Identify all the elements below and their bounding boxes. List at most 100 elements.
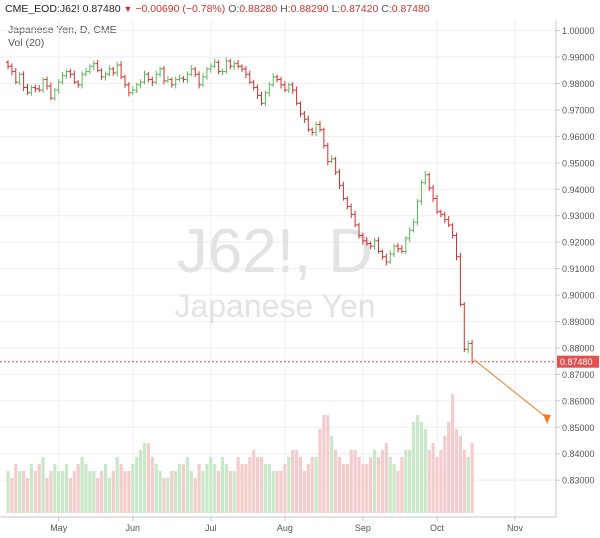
price-tick-label: 0.85000: [562, 423, 595, 433]
volume-bar: [80, 457, 84, 513]
volume-title: Vol (20): [8, 37, 45, 49]
volume-bar: [267, 464, 271, 513]
price-tick-label: 0.94000: [562, 185, 595, 195]
volume-bar: [353, 450, 357, 513]
volume-bar: [166, 478, 170, 513]
volume-bar: [49, 471, 53, 513]
volume-bar: [178, 464, 182, 513]
volume-bar: [244, 464, 248, 513]
volume-bar: [96, 478, 100, 513]
volume-bar: [228, 471, 232, 513]
volume-bar: [291, 450, 295, 513]
time-tick-label: Jul: [205, 523, 217, 533]
volume-bar: [431, 443, 435, 513]
volume-bar: [111, 471, 115, 513]
volume-bar: [330, 436, 334, 513]
volume-bar: [53, 464, 57, 513]
volume-bar: [287, 457, 291, 513]
volume-bar: [263, 464, 267, 513]
price-axis[interactable]: 1.00000 0.99000 0.98000 0.97000 0.96000 0.950…: [556, 26, 595, 486]
volume-bar: [458, 436, 462, 513]
price-tick-label: 0.83000: [562, 476, 595, 486]
volume-bar: [76, 464, 80, 513]
volume-bar: [64, 464, 69, 513]
volume-bar: [256, 457, 260, 513]
volume-bar: [158, 471, 162, 513]
volume-bar: [404, 450, 408, 513]
watermark-symbol: J62!, D: [177, 217, 373, 286]
last-price-badge-label: 0.87480: [560, 357, 593, 367]
volume-bar: [107, 478, 111, 513]
price-tick-label: 0.91000: [562, 264, 595, 274]
open-value: 0.88280: [239, 3, 278, 15]
volume-bar: [322, 415, 326, 513]
price-tick-label: 0.84000: [562, 449, 595, 459]
volume-bar: [451, 394, 455, 513]
volume-bar: [384, 443, 388, 513]
close-label: C:: [381, 3, 392, 15]
volume-bar: [232, 471, 236, 513]
volume-bar: [220, 457, 225, 513]
volume-bar: [462, 450, 466, 513]
volume-bar: [365, 464, 369, 513]
time-tick-label: Sep: [355, 523, 371, 533]
volume-bar: [209, 457, 213, 513]
volume-bar: [380, 450, 384, 513]
volume-bar: [357, 457, 361, 513]
volume-bar: [275, 471, 279, 513]
time-axis[interactable]: May Jun Jul Aug Sep Oct Nov: [50, 517, 523, 533]
volume-bar: [427, 450, 431, 513]
volume-bar: [396, 471, 400, 513]
price-tick-label: 0.90000: [562, 291, 595, 301]
volume-bar: [306, 464, 310, 513]
time-tick-label: Aug: [277, 523, 293, 533]
time-tick-label: Nov: [507, 523, 524, 533]
volume-bar: [369, 457, 373, 513]
volume-bar: [100, 471, 104, 513]
close-value: 0.87480: [391, 3, 430, 15]
volume-bar: [25, 478, 30, 513]
projection-arrow-icon: [543, 414, 551, 424]
last-price-overlay: 0.87480: [0, 355, 599, 424]
volume-bar: [310, 457, 314, 513]
volume-bar: [240, 464, 244, 513]
volume-bar: [435, 457, 439, 513]
volume-bar: [10, 478, 14, 513]
volume-bar: [41, 457, 45, 513]
volume-bar: [236, 457, 240, 513]
volume-bar: [18, 471, 22, 513]
watermark-name: Japanese Yen: [174, 288, 375, 324]
price-tick-label: 0.96000: [562, 132, 595, 142]
volume-bar: [213, 464, 217, 513]
volume-bar: [423, 429, 427, 513]
high-label: H:: [280, 3, 291, 15]
price-tick-label: 0.93000: [562, 211, 595, 221]
volume-bar: [392, 464, 396, 513]
price-tick-label: 0.95000: [562, 158, 595, 168]
volume-bar: [103, 464, 108, 513]
price-tick-label: 0.98000: [562, 79, 595, 89]
price-tick-label: 1.00000: [562, 26, 595, 36]
volume-bar: [201, 471, 205, 513]
volume-bar: [419, 422, 423, 513]
volume-bar: [248, 457, 252, 513]
price-tick-label: 0.88000: [562, 343, 595, 353]
volume-bar: [412, 422, 416, 513]
volume-bar: [127, 471, 131, 513]
price-change: −0.00690 (−0.78%): [135, 3, 226, 15]
high-value: 0.88290: [290, 3, 329, 15]
volume-bar: [388, 457, 392, 513]
projection-arrow-line: [473, 359, 548, 419]
volume-bar: [72, 471, 76, 513]
volume-bar: [88, 471, 92, 513]
volume-bar: [470, 443, 474, 513]
volume-bar: [174, 471, 178, 513]
volume-bar: [135, 457, 139, 513]
down-arrow-icon: ▼: [123, 4, 133, 14]
volume-bar: [68, 478, 72, 513]
low-value: 0.87420: [340, 3, 379, 15]
volume-bar: [439, 450, 443, 513]
last-price-badge: [557, 355, 599, 368]
volume-bar: [57, 471, 61, 513]
